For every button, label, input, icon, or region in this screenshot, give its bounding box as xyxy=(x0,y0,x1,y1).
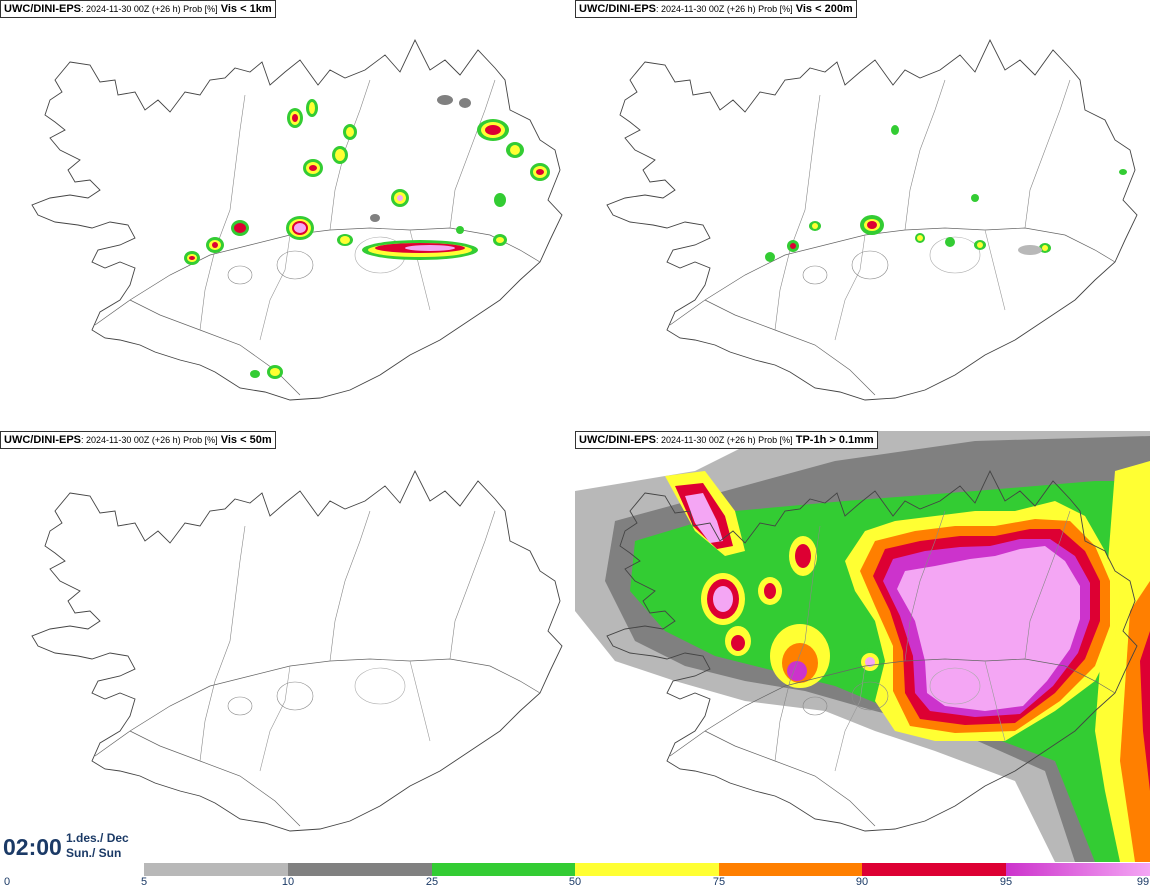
valid-day: Sun./ Sun xyxy=(66,846,122,860)
map-panel-vis-1km: UWC/DINI-EPS: 2024-11-30 00Z (+26 h) Pro… xyxy=(0,0,575,431)
colorbar-seg xyxy=(575,863,719,876)
valid-time-box: 02:00 1.des./ Dec Sun./ Sun xyxy=(0,826,136,868)
panel-title: UWC/DINI-EPS: 2024-11-30 00Z (+26 h) Pro… xyxy=(575,431,878,449)
colorbar-tick: 5 xyxy=(140,876,148,888)
iceland-map xyxy=(31,39,563,401)
iceland-map xyxy=(31,470,563,832)
colorbar-seg xyxy=(288,863,432,876)
map-panel-vis-200m: UWC/DINI-EPS: 2024-11-30 00Z (+26 h) Pro… xyxy=(575,0,1150,431)
colorbar-tick: 75 xyxy=(712,876,726,888)
colorbar-seg xyxy=(1006,863,1150,876)
colorbar-tick: 10 xyxy=(281,876,295,888)
map-panel-tp-1h: UWC/DINI-EPS: 2024-11-30 00Z (+26 h) Pro… xyxy=(575,431,1150,862)
precip-field xyxy=(575,431,1150,862)
iceland-map xyxy=(575,431,1150,862)
map-panel-vis-50m: UWC/DINI-EPS: 2024-11-30 00Z (+26 h) Pro… xyxy=(0,431,575,862)
colorbar-tick: 25 xyxy=(425,876,439,888)
prob-blobs xyxy=(184,95,550,379)
colorbar-tick: 99 xyxy=(1136,876,1150,888)
panel-title: UWC/DINI-EPS: 2024-11-30 00Z (+26 h) Pro… xyxy=(0,0,276,18)
valid-time: 02:00 xyxy=(3,834,62,860)
colorbar-seg xyxy=(862,863,1006,876)
colorbar-seg xyxy=(719,863,862,876)
colorbar-seg xyxy=(144,863,288,876)
colorbar-tick: 50 xyxy=(568,876,582,888)
panel-title: UWC/DINI-EPS: 2024-11-30 00Z (+26 h) Pro… xyxy=(0,431,276,449)
colorbar-tick: 90 xyxy=(855,876,869,888)
colorbar-tick: 0 xyxy=(4,876,11,888)
colorbar-tick: 95 xyxy=(999,876,1013,888)
valid-date: 1.des./ Dec xyxy=(66,831,129,845)
panel-title: UWC/DINI-EPS: 2024-11-30 00Z (+26 h) Pro… xyxy=(575,0,857,18)
iceland-map xyxy=(606,39,1138,401)
prob-blobs xyxy=(765,125,1127,262)
colorbar-seg xyxy=(432,863,575,876)
